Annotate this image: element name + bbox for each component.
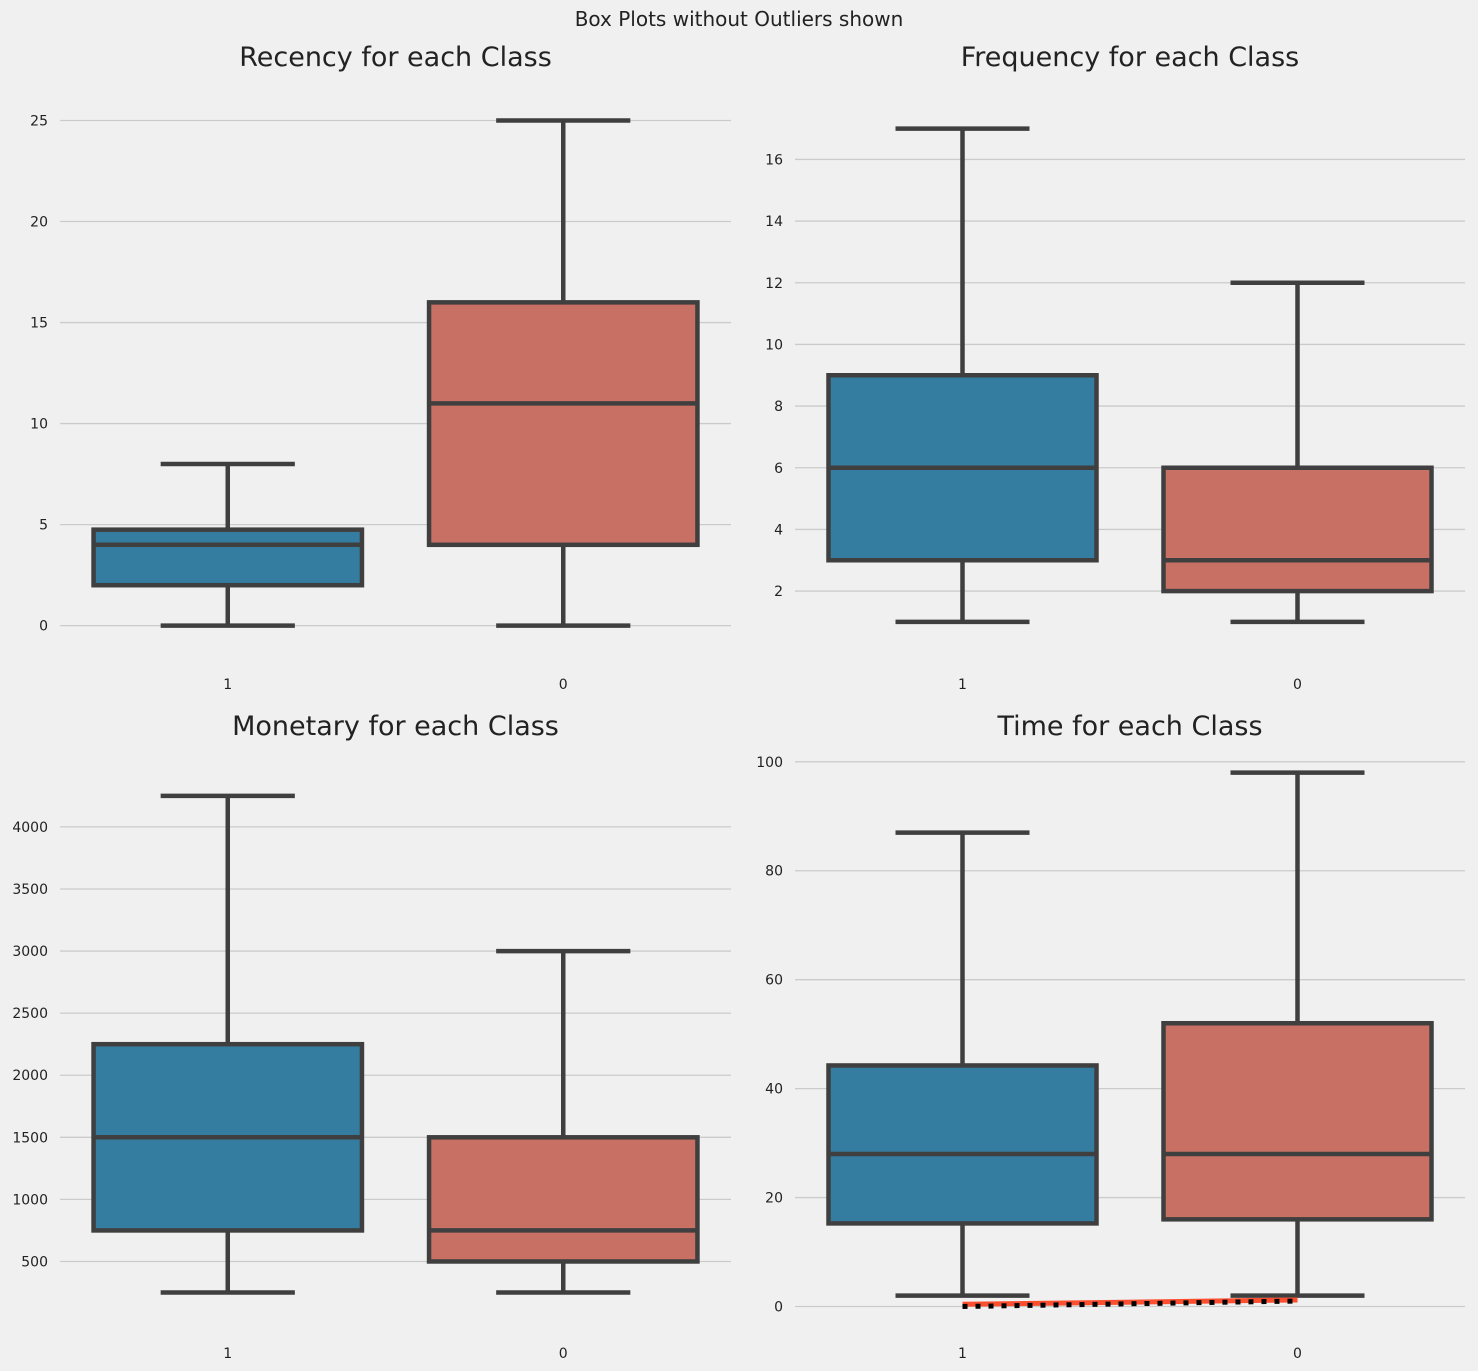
- box-class-0: [426, 118, 700, 628]
- y-tick-label: 20: [30, 215, 48, 231]
- box-class-0: [426, 948, 700, 1295]
- x-tick-label: 0: [1293, 1346, 1302, 1362]
- y-tick-label: 10: [30, 417, 48, 433]
- y-tick-label: 12: [765, 276, 783, 292]
- y-tick-label: 16: [765, 152, 783, 168]
- iqr-box: [1161, 465, 1434, 594]
- monetary-boxplot-title: Monetary for each Class: [232, 711, 559, 742]
- y-tick-label: 4000: [12, 820, 48, 836]
- y-tick-label: 1000: [12, 1192, 48, 1208]
- x-tick-label: 1: [958, 677, 967, 693]
- y-tick-label: 5: [39, 518, 48, 534]
- recency-boxplot-title: Recency for each Class: [239, 42, 552, 73]
- y-tick-label: 40: [765, 1082, 783, 1098]
- y-tick-label: 100: [756, 755, 783, 771]
- y-tick-label: 60: [765, 973, 783, 989]
- monetary-boxplot: Monetary for each Class 500 1000 1500 2000 25…: [12, 711, 731, 1362]
- y-tick-label: 25: [30, 114, 48, 130]
- y-tick-label: 0: [39, 619, 48, 635]
- y-tick-label: 3500: [12, 882, 48, 898]
- y-tick-label: 8: [774, 399, 783, 415]
- box-class-0: [1161, 280, 1434, 625]
- y-tick-label: 500: [21, 1254, 48, 1270]
- box-class-1: [91, 793, 365, 1295]
- y-tick-label: 14: [765, 214, 783, 230]
- time-boxplot-title: Time for each Class: [996, 711, 1262, 742]
- y-tick-label: 15: [30, 316, 48, 332]
- y-tick-label: 80: [765, 864, 783, 880]
- x-tick-label: 0: [559, 1346, 568, 1362]
- time-boxplot: Time for each Class 0 20 40 60 80 100 1 0: [756, 711, 1465, 1362]
- y-tick-label: 2: [774, 584, 783, 600]
- box-class-1: [91, 461, 365, 628]
- y-tick-label: 6: [774, 461, 783, 477]
- iqr-box: [1161, 1020, 1434, 1222]
- x-tick-label: 1: [223, 677, 232, 693]
- y-tick-label: 3000: [12, 944, 48, 960]
- y-tick-label: 1500: [12, 1130, 48, 1146]
- iqr-box: [426, 300, 700, 548]
- iqr-box: [91, 527, 365, 588]
- x-tick-label: 1: [223, 1346, 232, 1362]
- y-tick-label: 0: [774, 1299, 783, 1315]
- y-tick-label: 20: [765, 1191, 783, 1207]
- box-class-0: [1161, 770, 1434, 1298]
- x-tick-label: 1: [958, 1346, 967, 1362]
- y-tick-label: 4: [774, 522, 783, 538]
- y-tick-label: 2000: [12, 1068, 48, 1084]
- x-tick-label: 0: [559, 677, 568, 693]
- box-class-1: [826, 830, 1099, 1298]
- iqr-box: [826, 1063, 1099, 1226]
- figure-suptitle: Box Plots without Outliers shown: [575, 7, 904, 31]
- y-tick-label: 10: [765, 337, 783, 353]
- box-class-1: [826, 126, 1099, 625]
- x-tick-label: 0: [1293, 677, 1302, 693]
- iqr-box: [426, 1135, 700, 1264]
- y-tick-label: 2500: [12, 1006, 48, 1022]
- dotted-overlay-line: [962, 1298, 1298, 1309]
- frequency-boxplot-title: Frequency for each Class: [961, 42, 1300, 73]
